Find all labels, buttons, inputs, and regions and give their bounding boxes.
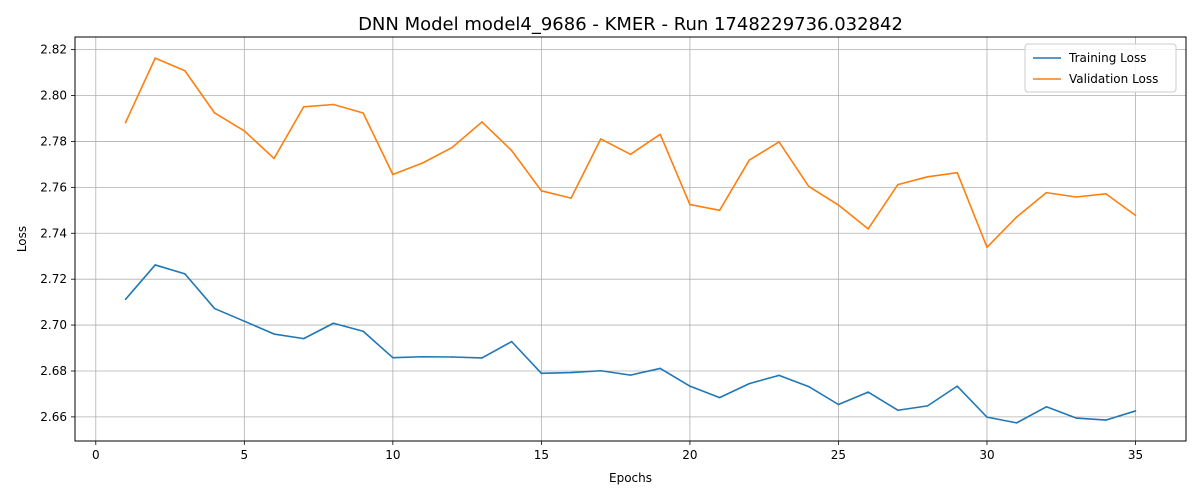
data-point: [748, 382, 751, 385]
x-tick-label: 15: [534, 448, 549, 462]
legend-box: [1024, 43, 1177, 93]
data-point: [1134, 214, 1137, 217]
data-point: [1104, 419, 1107, 421]
y-tick-label: 2.72: [40, 272, 67, 286]
data-point: [273, 333, 275, 335]
y-tick-label: 2.82: [40, 43, 67, 57]
data-point: [956, 171, 959, 174]
data-point: [273, 157, 275, 160]
data-point: [154, 264, 157, 266]
data-point: [867, 228, 869, 230]
data-point: [599, 138, 602, 140]
data-point: [184, 69, 186, 72]
data-point: [451, 146, 454, 149]
data-point: [540, 372, 543, 375]
data-point: [154, 57, 157, 59]
y-tick-label: 2.70: [40, 318, 67, 332]
y-tick-label: 2.76: [40, 180, 67, 194]
data-point: [481, 121, 483, 123]
data-point: [1075, 417, 1077, 419]
data-point: [421, 355, 424, 358]
data-point: [540, 189, 543, 192]
x-tick-label: 5: [241, 448, 249, 462]
data-point: [510, 149, 513, 152]
x-tick-label: 20: [682, 448, 697, 462]
data-point: [926, 405, 929, 407]
data-point: [302, 105, 305, 108]
data-point: [1015, 216, 1018, 218]
x-tick-label: 30: [979, 448, 994, 462]
legend-label: Validation Loss: [1069, 72, 1158, 86]
data-point: [689, 203, 691, 206]
data-point: [659, 133, 662, 136]
data-point: [570, 371, 572, 374]
series-lines: [124, 57, 1137, 424]
y-tick-label: 2.68: [40, 364, 67, 378]
y-tick-label: 2.66: [40, 410, 67, 424]
data-point: [897, 409, 899, 412]
data-point: [124, 298, 127, 301]
data-point: [1015, 422, 1018, 424]
data-point: [689, 385, 691, 387]
y-tick-label: 2.78: [40, 134, 67, 148]
data-point: [867, 391, 869, 393]
x-tick-label: 10: [385, 448, 400, 462]
data-point: [570, 197, 572, 199]
data-point: [421, 162, 424, 164]
y-axis-label: Loss: [15, 226, 29, 252]
data-point: [1075, 196, 1077, 198]
data-point: [392, 356, 394, 359]
data-point: [481, 357, 483, 359]
data-point: [629, 374, 632, 376]
data-point: [1045, 191, 1048, 194]
chart-title: DNN Model model4_9686 - KMER - Run 17482…: [358, 14, 903, 35]
data-point: [837, 204, 840, 206]
data-point: [332, 322, 335, 325]
data-point: [659, 367, 662, 370]
data-point: [807, 185, 810, 188]
data-point: [510, 340, 513, 343]
data-point: [184, 273, 186, 275]
data-point: [599, 369, 602, 372]
data-point: [986, 246, 988, 249]
data-point: [986, 416, 988, 418]
data-point: [124, 121, 127, 124]
data-point: [1104, 192, 1107, 195]
x-tick-label: 0: [92, 448, 100, 462]
data-point: [302, 337, 305, 340]
y-tick-label: 2.74: [40, 226, 67, 240]
data-point: [1134, 410, 1137, 412]
data-point: [629, 153, 632, 156]
data-point: [718, 209, 721, 212]
plot-frame: [74, 36, 1187, 442]
data-point: [807, 385, 810, 388]
data-point: [897, 183, 899, 186]
data-point: [748, 159, 751, 161]
legend-label: Training Loss: [1068, 51, 1146, 65]
x-tick-label: 25: [831, 448, 846, 462]
data-point: [213, 112, 216, 114]
data-point: [451, 356, 454, 358]
data-point: [243, 130, 246, 132]
data-point: [1045, 405, 1048, 408]
data-point: [956, 385, 959, 387]
x-axis-label: Epochs: [609, 471, 652, 485]
y-tick-label: 2.80: [40, 89, 67, 103]
data-point: [362, 112, 364, 114]
data-point: [213, 307, 216, 310]
data-point: [926, 175, 929, 178]
x-tick-label: 35: [1128, 448, 1143, 462]
data-point: [362, 330, 364, 333]
data-point: [718, 396, 721, 399]
data-point: [243, 320, 246, 322]
data-point: [778, 141, 780, 143]
data-point: [778, 374, 780, 377]
data-point: [837, 403, 840, 406]
data-point: [332, 103, 335, 106]
legend: Training Loss Validation Loss: [1024, 43, 1177, 93]
data-point: [392, 173, 394, 176]
axis-ticks: 0 5 10 15 20 25 30 35 2.66 2.68 2.70 2.72 2.74 2.76 2.…: [40, 43, 1143, 462]
